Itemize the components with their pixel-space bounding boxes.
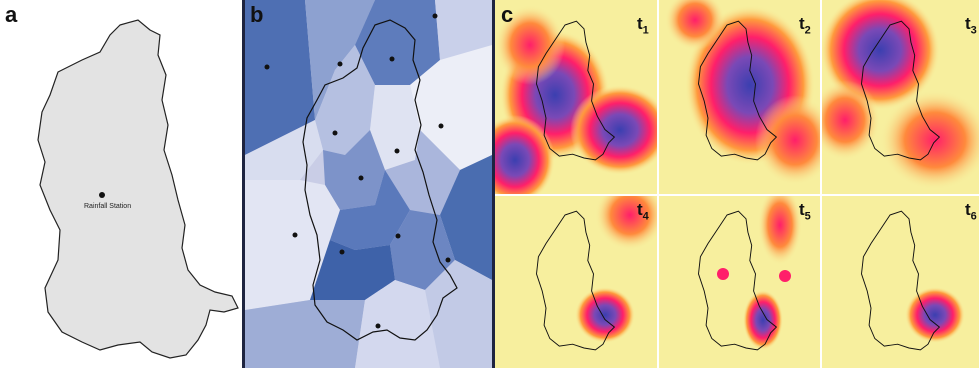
station-dot — [445, 257, 451, 263]
station-dot — [432, 13, 438, 19]
voronoi-cell — [425, 260, 492, 368]
time-step-label-t3: t3 — [965, 14, 977, 37]
voronoi-cell — [315, 45, 375, 155]
station-dot — [394, 148, 400, 154]
station-dot — [438, 123, 444, 129]
station-dot — [358, 175, 364, 181]
heatmap-tile-t1 — [495, 0, 657, 194]
station-dot — [337, 61, 343, 67]
station-dot — [389, 56, 395, 62]
station-dot — [332, 130, 338, 136]
voronoi-cell — [435, 0, 492, 60]
voronoi-cell — [245, 300, 365, 368]
station-dot — [292, 232, 298, 238]
time-step-label-t6: t6 — [965, 200, 977, 223]
voronoi-cell — [410, 45, 492, 170]
voronoi-cell — [310, 240, 395, 300]
station-dot — [375, 323, 381, 329]
station-dot — [264, 64, 270, 70]
tile-separator — [820, 0, 822, 368]
voronoi-cell — [370, 85, 420, 170]
tile-separator — [495, 194, 979, 196]
panel-a-label: a — [5, 2, 18, 27]
time-step-label-t1: t1 — [637, 14, 649, 37]
voronoi-cell — [385, 130, 460, 215]
voronoi-map-b — [245, 0, 492, 368]
voronoi-cell — [440, 155, 492, 280]
station-dot — [339, 249, 345, 255]
heatmap-tile-t2 — [659, 0, 820, 194]
heatmap-tile-t5 — [659, 196, 820, 368]
voronoi-cell — [355, 0, 440, 85]
heatmap-tile-t6 — [822, 196, 979, 368]
voronoi-cell — [245, 0, 315, 155]
tile-separator — [657, 0, 659, 368]
radar-heatmap-grid — [495, 0, 979, 368]
time-step-label-t4: t4 — [637, 200, 649, 223]
catchment-boundary — [302, 19, 458, 341]
voronoi-cell — [323, 130, 385, 210]
panel-c: c t1 t2 t3 t4 t5 t6 — [495, 0, 979, 368]
voronoi-cell — [245, 120, 323, 180]
voronoi-cell — [245, 180, 340, 310]
rainfall-station-dot — [99, 192, 105, 198]
panel-divider — [492, 0, 495, 368]
panel-c-label: c — [501, 2, 514, 27]
panel-b-label: b — [250, 2, 264, 27]
time-step-label-t2: t2 — [799, 14, 811, 37]
heatmap-tile-t3 — [822, 0, 979, 194]
catchment-boundary — [37, 19, 239, 359]
heatmap-tile-t4 — [495, 196, 657, 368]
voronoi-cell — [330, 170, 410, 250]
time-step-label-t5: t5 — [799, 200, 811, 223]
voronoi-cell — [355, 280, 440, 368]
voronoi-cell — [390, 210, 455, 290]
rainfall-station-label: Rainfall Station — [84, 203, 132, 210]
panel-b: b — [245, 0, 492, 368]
panel-a: a Rainfall Station — [0, 0, 242, 368]
panel-divider — [242, 0, 245, 368]
catchment-map-a — [37, 19, 239, 359]
station-dot — [395, 233, 401, 239]
